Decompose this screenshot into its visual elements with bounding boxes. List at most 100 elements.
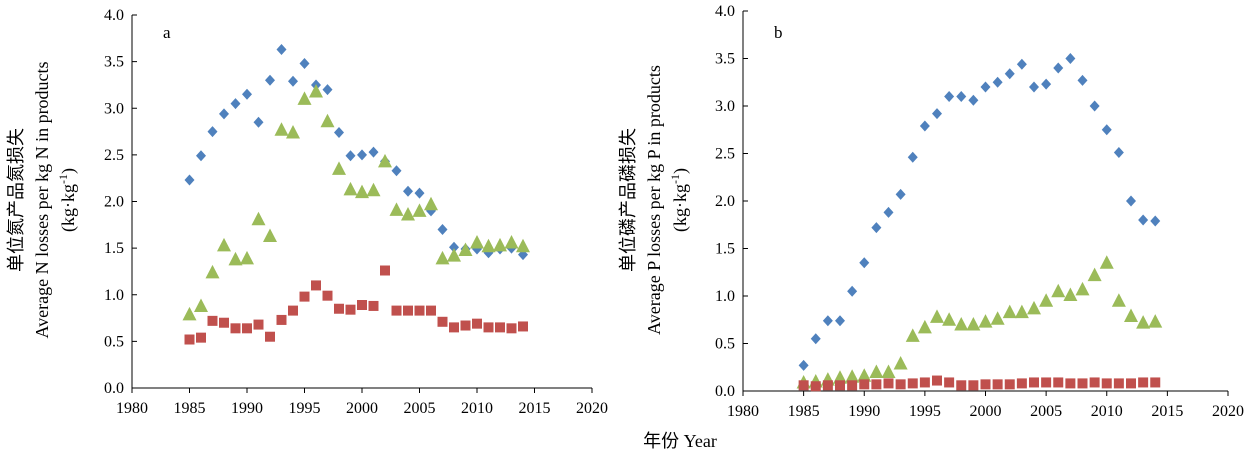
panel-b-y-tick-label: 1.5 <box>715 241 735 258</box>
panel-a-y-tick-label: 3.0 <box>104 100 124 117</box>
panel-a-x-tick-label: 1990 <box>231 400 263 417</box>
panel-b-x-tick-label: 1995 <box>909 403 941 420</box>
panel-b-label: b <box>774 23 783 42</box>
panel-a-point-triangle <box>470 235 484 249</box>
panel-b-series-triangle <box>796 255 1163 389</box>
panel-a-point-square <box>230 323 241 334</box>
panel-b-point-triangle <box>1063 287 1078 302</box>
panel-a-point-square <box>460 320 471 331</box>
panel-a-point-triangle <box>228 251 243 266</box>
panel-a-x-tick-label: 1995 <box>289 400 321 417</box>
panel-b-x-tick-label: 2000 <box>970 403 1002 420</box>
panel-b-point-square <box>883 378 894 389</box>
panel-b-point-diamond <box>956 91 967 102</box>
panel-b-point-triangle <box>930 309 944 323</box>
panel-b-point-triangle <box>990 311 1005 325</box>
panel-b-y-tick-label: 1.0 <box>715 288 735 305</box>
panel-a-point-diamond <box>230 98 241 110</box>
panel-b-y-tick-label: 0.5 <box>715 336 735 353</box>
panel-a-point-triangle <box>447 248 461 262</box>
panel-b-point-triangle <box>1099 255 1114 269</box>
panel-a-point-diamond <box>299 57 310 69</box>
panel-b-point-square <box>907 378 918 389</box>
panel-a-point-square <box>391 305 402 316</box>
panel-a-point-diamond <box>403 185 413 197</box>
panel-b-point-diamond <box>835 315 845 327</box>
panel-b-point-diamond <box>1016 58 1027 70</box>
panel-b-point-square <box>1101 378 1112 389</box>
panel-a-point-triangle <box>297 91 312 105</box>
panel-b-ylabel: 单位磷产品磷损失 Average P losses per kg P in pr… <box>618 65 691 335</box>
panel-a-point-triangle <box>355 184 369 199</box>
panel-a-point-square <box>472 318 482 329</box>
panel-b-point-square <box>822 380 833 391</box>
panel-a-point-triangle <box>217 237 231 252</box>
panel-b-point-diamond <box>980 81 991 93</box>
panel-a-point-diamond <box>253 116 264 128</box>
panel-b-point-square <box>956 380 967 391</box>
panel-b-x-tick-label: 2005 <box>1030 403 1062 420</box>
panel-b-point-triangle <box>1148 314 1163 328</box>
panel-a-point-diamond <box>437 223 448 235</box>
panel-b-y-tick-label: 2.5 <box>715 146 735 163</box>
panel-b-point-diamond <box>907 151 918 163</box>
panel-a-point-square <box>357 300 367 311</box>
panel-b-point-square <box>1077 378 1088 389</box>
panel-b-point-square <box>932 375 942 386</box>
panel-b-x-tick-label: 1980 <box>727 403 759 420</box>
panel-b-point-triangle <box>1051 283 1066 298</box>
panel-a-y-tick-label: 4.0 <box>104 7 124 24</box>
panel-a-point-square <box>414 305 425 316</box>
panel-a-series-square <box>184 265 528 345</box>
panel-b-ylabel-line1: 单位磷产品磷损失 <box>618 128 638 272</box>
panel-a-series-triangle <box>182 83 530 321</box>
panel-b-ylabel-line2: Average P losses per kg P in products <box>644 65 664 335</box>
panel-a-point-triangle <box>504 235 519 249</box>
panel-a-point-square <box>345 304 356 315</box>
panel-a-point-square <box>368 300 379 311</box>
panel-b-point-square <box>944 377 955 388</box>
panel-b-point-triangle <box>869 364 884 378</box>
panel-a-point-square <box>380 265 390 276</box>
panel-b-y-tick-label: 0.0 <box>715 383 735 400</box>
panel-a-series-diamond <box>184 44 528 261</box>
panel-b-y-tick-label: 4.0 <box>715 3 735 20</box>
panel-b-point-square <box>1004 379 1015 390</box>
panel-a-point-diamond <box>219 108 229 120</box>
panel-b-x-tick-label: 1990 <box>848 403 880 420</box>
panel-a-point-diamond <box>184 174 195 186</box>
panel-a-point-triangle <box>343 181 358 196</box>
panel-a-x-tick-label: 2005 <box>404 400 436 417</box>
panel-a-x-tick-label: 2015 <box>519 400 551 417</box>
panel-a-point-triangle <box>412 203 427 217</box>
panel-a-y-tick-label: 0.5 <box>104 333 124 350</box>
panel-b-point-triangle <box>1124 308 1138 322</box>
panel-b-point-square <box>1016 378 1027 389</box>
panel-a-point-triangle <box>240 250 254 265</box>
panel-a-point-square <box>437 316 448 327</box>
panel-b-point-diamond <box>1053 62 1064 74</box>
panel-b-point-diamond <box>1126 195 1136 207</box>
panel-b-point-diamond <box>992 76 1003 88</box>
panel-b-point-diamond <box>847 285 858 297</box>
panel-a: a 单位氮产品氮损失 Average N losses per kg N in … <box>6 7 608 417</box>
panel-b-point-diamond <box>1004 68 1015 80</box>
panel-b-point-diamond <box>871 222 882 234</box>
panel-a-point-triangle <box>378 153 392 168</box>
panel-a-point-square <box>449 322 459 333</box>
panel-a-y-tick-label: 1.5 <box>104 240 124 257</box>
panel-b-point-square <box>968 380 979 391</box>
panel-a-point-triangle <box>458 242 473 256</box>
panel-a-point-triangle <box>332 161 346 175</box>
panel-b-point-diamond <box>822 315 833 327</box>
panel-a-point-diamond <box>288 75 298 87</box>
panel-b-y-tick-label: 3.5 <box>715 51 735 68</box>
panel-b-point-square <box>1138 377 1149 388</box>
shared-x-axis-label: 年份 Year <box>643 431 717 451</box>
panel-b-point-triangle <box>845 369 860 383</box>
panel-b-point-triangle <box>1002 304 1017 319</box>
panel-a-ylabel-line1: 单位氮产品氮损失 <box>6 128 26 272</box>
panel-a-point-triangle <box>481 238 496 253</box>
panel-a-point-diamond <box>334 126 344 138</box>
panel-a-label: a <box>163 23 171 42</box>
